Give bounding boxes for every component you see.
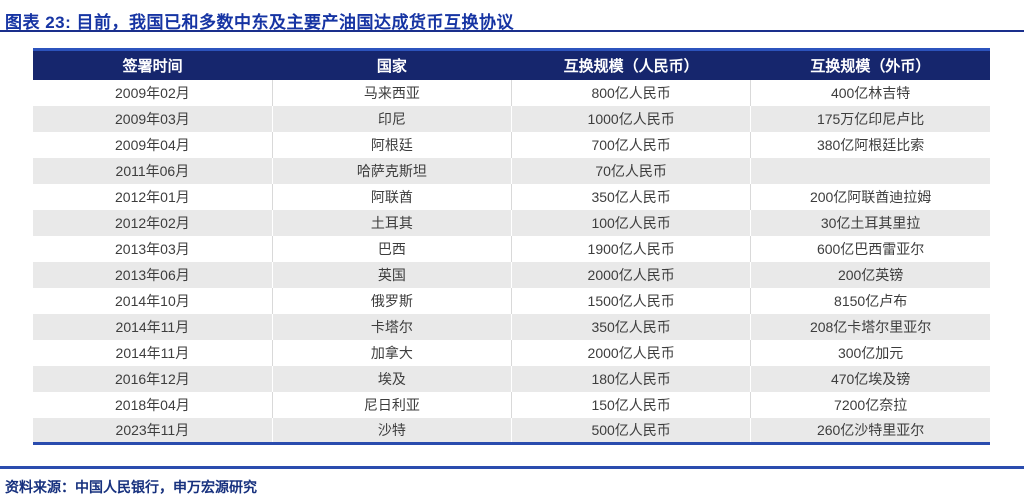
table-cell: 哈萨克斯坦 xyxy=(271,157,512,184)
table-cell: 700亿人民币 xyxy=(510,131,751,158)
table-body: 2009年02月 马来西亚 800亿人民币 400亿林吉特 2009年03月 印尼 1000… xyxy=(33,79,990,444)
column-header-swap-size-fx: 互换规模（外币） xyxy=(750,48,990,80)
table-cell: 200亿英镑 xyxy=(750,261,990,288)
table-cell: 400亿林吉特 xyxy=(750,79,990,106)
table-cell: 俄罗斯 xyxy=(271,287,512,314)
table-cell: 70亿人民币 xyxy=(510,157,751,184)
table-cell: 2009年04月 xyxy=(115,136,190,153)
table-header: 签署时间 国家 互换规模（人民币） 互换规模（外币） xyxy=(33,48,990,80)
table-row: 2016年12月 埃及 180亿人民币 470亿埃及镑 xyxy=(33,365,990,392)
column-header-country: 国家 xyxy=(272,48,512,80)
table-cell: 印尼 xyxy=(271,105,512,132)
table-cell: 800亿人民币 xyxy=(510,79,751,106)
table-cell: 150亿人民币 xyxy=(510,391,751,418)
table-cell: 埃及 xyxy=(271,365,512,392)
source-note: 资料来源：中国人民银行，申万宏源研究 xyxy=(5,479,257,495)
table-cell: 加拿大 xyxy=(271,339,512,366)
table-cell: 470亿埃及镑 xyxy=(750,365,990,392)
table-row: 2013年03月 巴西 1900亿人民币 600亿巴西雷亚尔 xyxy=(33,235,990,262)
table-cell: 2009年02月 xyxy=(115,84,190,101)
table-cell: 2013年06月 xyxy=(115,266,190,283)
table-cell: 阿根廷 xyxy=(271,131,512,158)
table-row: 2012年02月 土耳其 100亿人民币 30亿土耳其里拉 xyxy=(33,209,990,236)
table-cell: 沙特 xyxy=(271,417,512,444)
table-cell: 英国 xyxy=(271,261,512,288)
table-cell: 8150亿卢布 xyxy=(750,287,990,314)
table-cell: 7200亿奈拉 xyxy=(750,391,990,418)
table-cell: 208亿卡塔尔里亚尔 xyxy=(750,313,990,340)
table-cell: 1500亿人民币 xyxy=(510,287,751,314)
title-underline xyxy=(0,30,1024,32)
table-cell: 260亿沙特里亚尔 xyxy=(750,417,990,444)
column-header-swap-size-rmb: 互换规模（人民币） xyxy=(511,48,751,80)
table-cell: 尼日利亚 xyxy=(271,391,512,418)
table-cell: 100亿人民币 xyxy=(510,209,751,236)
table-cell: 600亿巴西雷亚尔 xyxy=(750,235,990,262)
table-cell: 30亿土耳其里拉 xyxy=(750,209,990,236)
table-cell: 2023年11月 xyxy=(115,421,190,438)
table-row: 2018年04月 尼日利亚 150亿人民币 7200亿奈拉 xyxy=(33,391,990,418)
table-cell: 2018年04月 xyxy=(115,396,190,413)
table-cell: 200亿阿联酋迪拉姆 xyxy=(750,183,990,210)
table-row: 2011年06月 哈萨克斯坦 70亿人民币 xyxy=(33,157,990,184)
table-cell: 2014年11月 xyxy=(115,318,190,335)
table-header-row: 签署时间 国家 互换规模（人民币） 互换规模（外币） xyxy=(33,48,990,80)
table-cell: 2009年03月 xyxy=(115,110,190,127)
table-cell: 2000亿人民币 xyxy=(510,261,751,288)
table-row: 2009年04月 阿根廷 700亿人民币 380亿阿根廷比索 xyxy=(33,131,990,158)
table-cell: 2012年02月 xyxy=(115,214,190,231)
table-cell: 土耳其 xyxy=(271,209,512,236)
table-cell: 2012年01月 xyxy=(115,188,190,205)
table-cell: 2011年06月 xyxy=(115,162,190,179)
column-header-sign-date: 签署时间 xyxy=(33,48,273,80)
footer-divider xyxy=(0,466,1024,469)
table-cell: 2000亿人民币 xyxy=(510,339,751,366)
table-cell: 500亿人民币 xyxy=(510,417,751,444)
table-cell: 2014年11月 xyxy=(115,344,190,361)
table-row: 2023年11月 沙特 500亿人民币 260亿沙特里亚尔 xyxy=(33,417,990,444)
table-cell: 巴西 xyxy=(271,235,512,262)
table-cell: 380亿阿根廷比索 xyxy=(750,131,990,158)
table-row: 2009年02月 马来西亚 800亿人民币 400亿林吉特 xyxy=(33,79,990,106)
table-cell: 1900亿人民币 xyxy=(510,235,751,262)
table-cell: 2016年12月 xyxy=(115,370,190,387)
table-cell: 2014年10月 xyxy=(115,292,190,309)
table-row: 2014年10月 俄罗斯 1500亿人民币 8150亿卢布 xyxy=(33,287,990,314)
table-cell: 350亿人民币 xyxy=(510,313,751,340)
table-cell: 马来西亚 xyxy=(271,79,512,106)
table-row: 2014年11月 卡塔尔 350亿人民币 208亿卡塔尔里亚尔 xyxy=(33,313,990,340)
table-cell: 2013年03月 xyxy=(115,240,190,257)
table-row: 2013年06月 英国 2000亿人民币 200亿英镑 xyxy=(33,261,990,288)
table-row: 2014年11月 加拿大 2000亿人民币 300亿加元 xyxy=(33,339,990,366)
currency-swap-table: 签署时间 国家 互换规模（人民币） 互换规模（外币） 2009年02月 马来西亚 8… xyxy=(33,48,990,445)
table-cell: 卡塔尔 xyxy=(271,313,512,340)
table-cell: 350亿人民币 xyxy=(510,183,751,210)
table-cell: 300亿加元 xyxy=(750,339,990,366)
table-cell xyxy=(750,157,990,184)
table-cell: 阿联酋 xyxy=(271,183,512,210)
table-cell: 175万亿印尼卢比 xyxy=(750,105,990,132)
table-cell: 1000亿人民币 xyxy=(510,105,751,132)
table-cell: 180亿人民币 xyxy=(510,365,751,392)
table-row: 2009年03月 印尼 1000亿人民币 175万亿印尼卢比 xyxy=(33,105,990,132)
figure-title: 图表 23: 目前，我国已和多数中东及主要产油国达成货币互换协议 xyxy=(5,13,515,32)
table-row: 2012年01月 阿联酋 350亿人民币 200亿阿联酋迪拉姆 xyxy=(33,183,990,210)
